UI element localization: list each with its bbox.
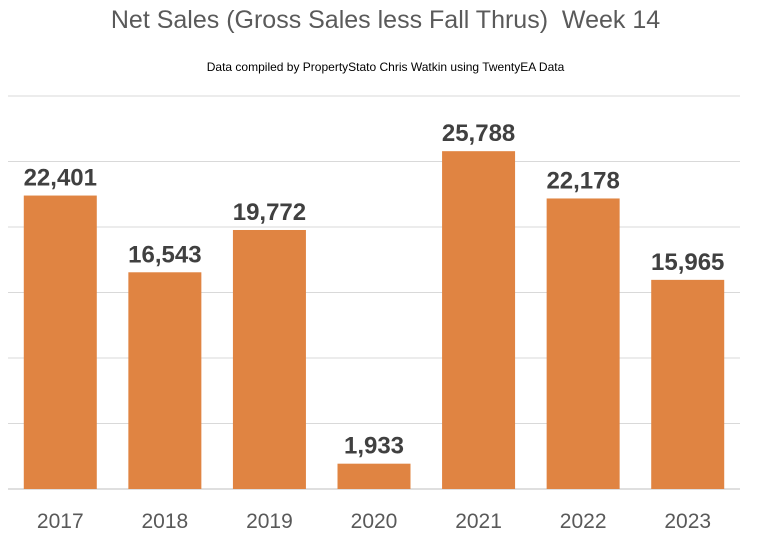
bars (23, 151, 725, 490)
data-labels: 22,401 16,543 19,772 1,933 25,788 22,178 15,96… (24, 120, 725, 460)
x-tick-label-2021: 2021 (455, 510, 502, 533)
chart-title: Net Sales (Gross Sales less Fall Thrus) … (110, 6, 661, 34)
gridlines (8, 95, 740, 490)
data-label-2020: 1,933 (344, 433, 404, 460)
x-tick-label-2017: 2017 (37, 510, 84, 533)
data-label-2022: 22,178 (546, 167, 619, 194)
data-label-2021: 25,788 (442, 120, 515, 147)
bar-2021 (442, 151, 516, 490)
data-label-2018: 16,543 (128, 241, 201, 268)
bar-2017 (23, 195, 97, 489)
bar-2022 (546, 198, 620, 489)
bar-2019 (232, 229, 306, 489)
data-label-2017: 22,401 (24, 165, 97, 192)
x-tick-label-2023: 2023 (664, 510, 711, 533)
data-label-2019: 19,772 (233, 199, 306, 226)
x-tick-label-2020: 2020 (351, 510, 398, 533)
data-label-2023: 15,965 (651, 249, 724, 276)
x-axis-tick-labels: 2017 2018 2019 2020 2021 2022 2023 (37, 510, 711, 533)
bar-2018 (128, 272, 202, 489)
x-tick-label-2018: 2018 (141, 510, 188, 533)
bar-2023 (651, 279, 725, 489)
x-tick-label-2022: 2022 (560, 510, 607, 533)
bar-2020 (337, 463, 411, 489)
chart-subtitle: Data compiled by PropertyStato Chris Wat… (206, 60, 565, 74)
x-tick-label-2019: 2019 (246, 510, 293, 533)
